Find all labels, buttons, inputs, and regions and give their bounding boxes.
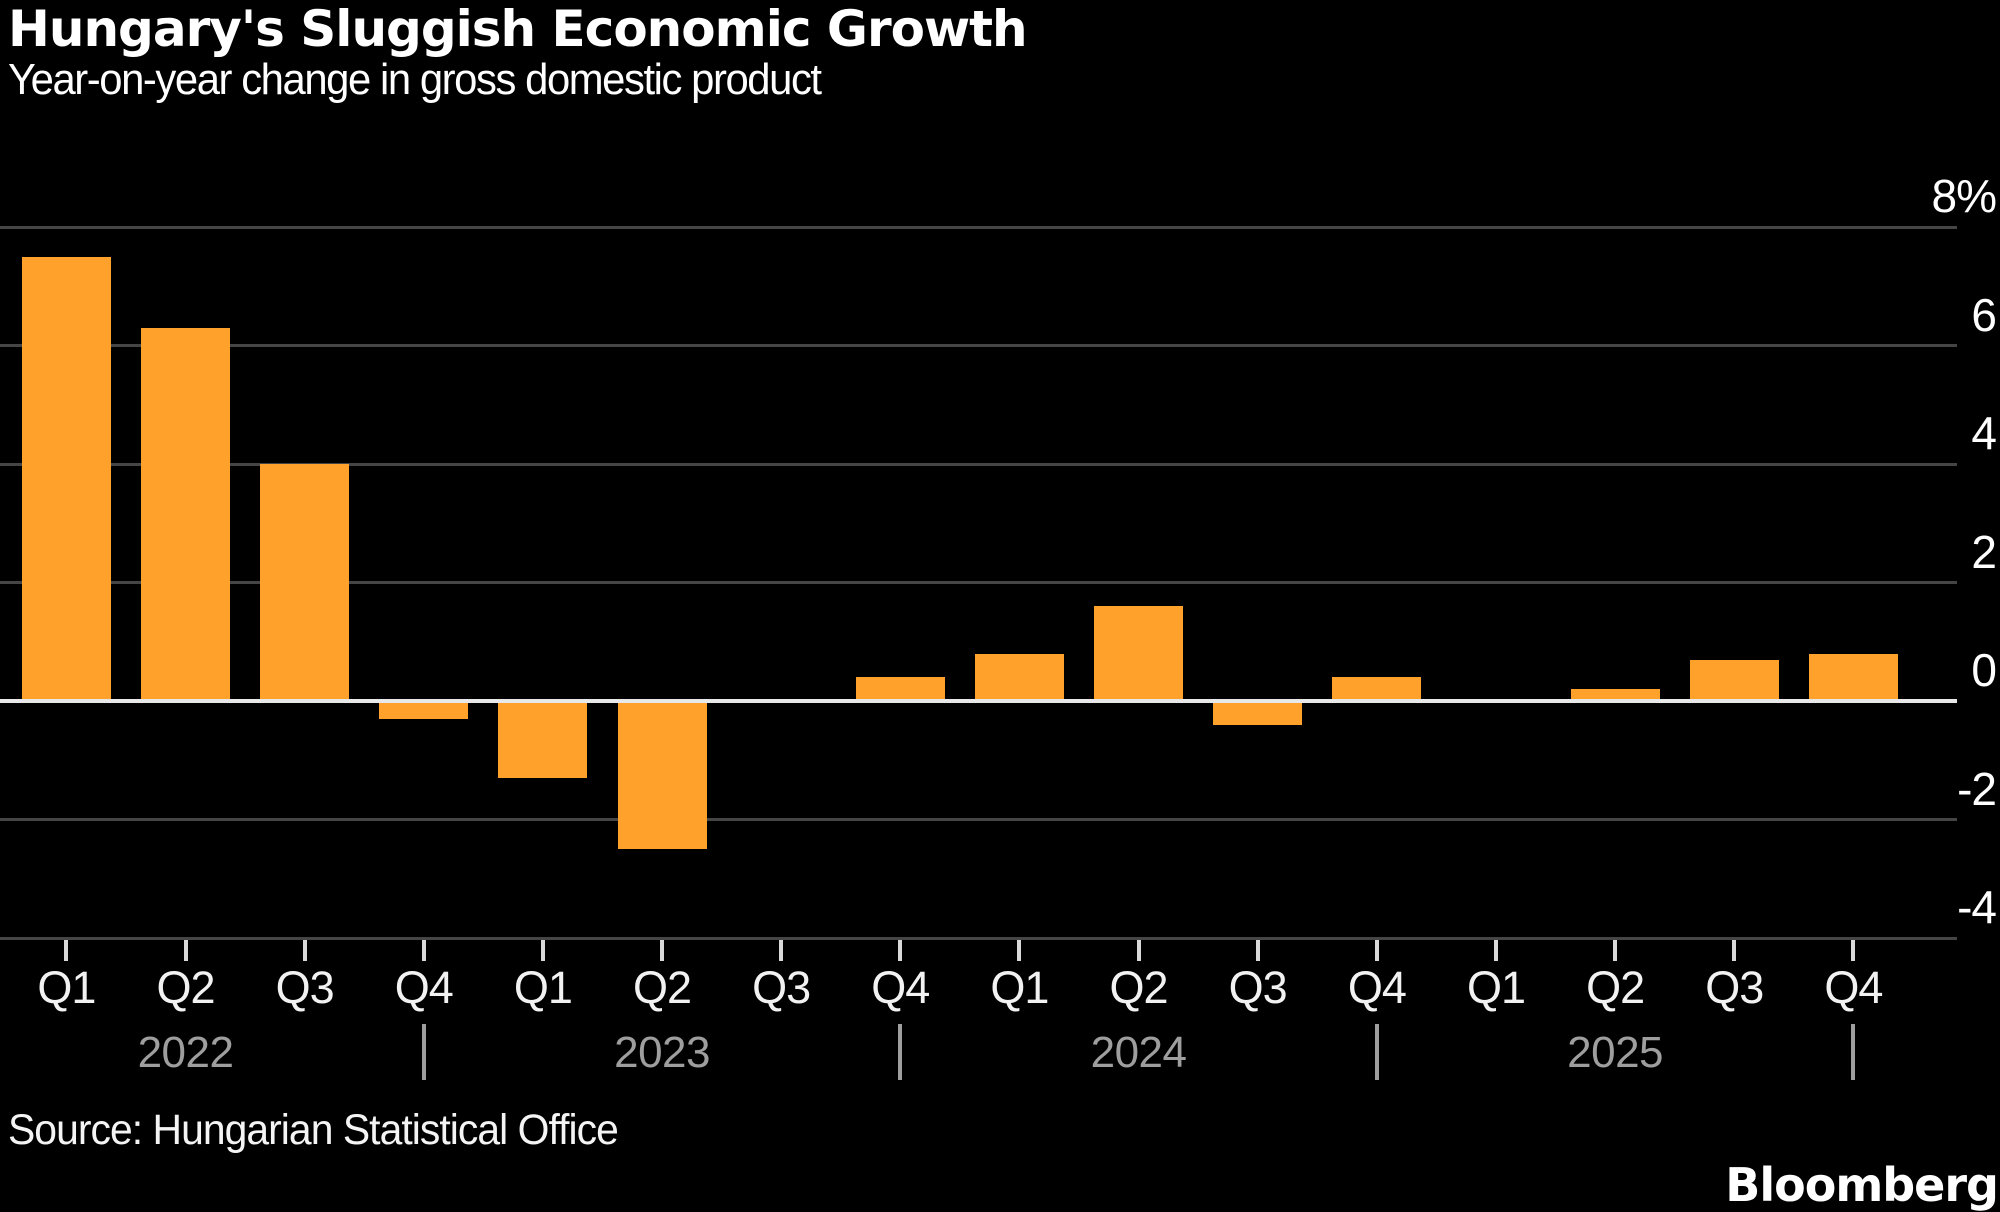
bar-q2-2022 (141, 327, 231, 701)
gridline-6 (0, 344, 1957, 347)
x-label-q1-2025: Q1 (1466, 962, 1526, 1013)
gridline--2 (0, 818, 1957, 821)
x-tick-q4-2024 (1374, 940, 1379, 961)
bar-q2-2024 (1094, 606, 1184, 701)
year-separator-2024 (1374, 1024, 1379, 1080)
x-tick-q1-2025 (1493, 940, 1498, 961)
bar-q3-2024 (1213, 701, 1303, 725)
x-tick-q2-2022 (183, 940, 188, 961)
bloomberg-logo: Bloomberg (1725, 1158, 1999, 1212)
y-axis-label-8-: 8% (1931, 170, 1997, 222)
year-separator-2022 (421, 1024, 426, 1080)
bar-q3-2022 (260, 464, 350, 701)
year-label-2022: 2022 (137, 1028, 234, 1077)
year-separator-2025 (1851, 1024, 1856, 1080)
bar-q3-2025 (1689, 659, 1779, 701)
bar-q4-2022 (379, 701, 469, 719)
x-label-q1-2023: Q1 (513, 962, 573, 1013)
bar-q1-2023 (498, 701, 588, 779)
source-note: Source: Hungarian Statistical Office (8, 1106, 619, 1154)
year-label-2023: 2023 (614, 1028, 710, 1077)
x-tick-q2-2025 (1613, 940, 1618, 961)
y-axis-label-6: 6 (1971, 288, 1997, 341)
x-tick-q2-2023 (660, 940, 665, 961)
x-tick-q4-2022 (421, 940, 426, 961)
gridline--4 (0, 936, 1957, 940)
bar-q2-2023 (617, 701, 707, 850)
x-label-q1-2022: Q1 (37, 962, 96, 1013)
gridline-2 (0, 581, 1957, 584)
bar-q1-2022 (21, 256, 111, 701)
x-label-q4-2022: Q4 (394, 962, 454, 1013)
x-tick-q1-2022 (64, 940, 69, 961)
x-tick-q1-2023 (540, 940, 545, 961)
bar-q4-2025 (1808, 653, 1898, 701)
x-tick-q3-2024 (1255, 940, 1260, 961)
chart-subtitle: Year-on-year change in gross domestic pr… (8, 55, 822, 104)
x-label-q2-2025: Q2 (1586, 962, 1645, 1013)
gridline-8- (0, 225, 1957, 229)
x-tick-q4-2023 (898, 940, 903, 961)
x-label-q2-2023: Q2 (633, 962, 692, 1013)
x-tick-q2-2024 (1136, 940, 1141, 961)
x-label-q2-2022: Q2 (156, 962, 216, 1013)
x-label-q4-2025: Q4 (1824, 962, 1883, 1013)
year-separator-2023 (898, 1024, 903, 1080)
x-label-q3-2025: Q3 (1705, 962, 1764, 1013)
y-axis-label--4: -4 (1957, 881, 1997, 933)
x-tick-q3-2025 (1732, 940, 1737, 961)
chart-title: Hungary's Sluggish Economic Growth (8, 0, 1028, 58)
x-label-q3-2023: Q3 (752, 962, 811, 1013)
x-label-q3-2022: Q3 (275, 962, 335, 1013)
gridline-4 (0, 462, 1957, 466)
bar-q4-2023 (855, 677, 945, 701)
x-tick-q3-2022 (302, 940, 307, 961)
x-tick-q1-2024 (1017, 940, 1022, 961)
year-label-2024: 2024 (1090, 1028, 1187, 1077)
bar-q4-2024 (1332, 677, 1422, 701)
x-label-q3-2024: Q3 (1228, 962, 1288, 1013)
y-axis-label-2: 2 (1971, 525, 1997, 578)
x-tick-q3-2023 (779, 940, 784, 961)
zero-axis-line (0, 699, 1957, 703)
x-label-q1-2024: Q1 (990, 962, 1049, 1013)
x-label-q2-2024: Q2 (1109, 962, 1169, 1013)
year-label-2025: 2025 (1567, 1028, 1664, 1077)
x-label-q4-2023: Q4 (871, 962, 930, 1013)
y-axis-label-0: 0 (1971, 644, 1997, 696)
x-tick-q4-2025 (1851, 940, 1856, 961)
y-axis-label--2: -2 (1957, 762, 1997, 815)
plot-area: 8% 6 4 2 0 -2 -4 Q1 Q2 Q3 Q4 Q1 Q2 Q3 Q4 Q1 Q2 Q3 Q4 Q1 Q2 Q3… (0, 170, 1997, 1080)
bar-q1-2024 (974, 653, 1064, 701)
x-label-q4-2024: Q4 (1347, 962, 1407, 1013)
bar-q2-2025 (1570, 689, 1660, 701)
y-axis-label-4: 4 (1971, 407, 1997, 459)
